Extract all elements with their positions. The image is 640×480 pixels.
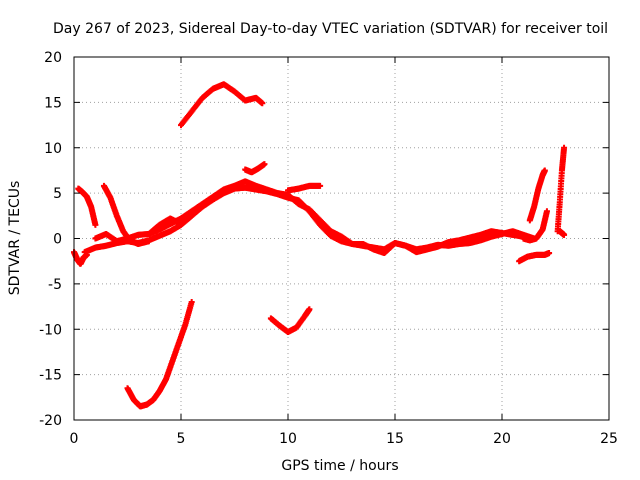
x-tick-label: 5 <box>177 431 186 447</box>
series-arc-15 <box>554 144 568 235</box>
data-point <box>561 144 568 151</box>
data-point <box>188 299 195 306</box>
y-tick-label: 0 <box>53 232 62 248</box>
x-axis-label: GPS time / hours <box>281 458 398 474</box>
series-arc-11 <box>267 306 313 335</box>
data-point <box>178 220 184 227</box>
series-arc-14 <box>526 167 548 224</box>
data-point <box>261 161 268 168</box>
chart-title: Day 267 of 2023, Sidereal Day-to-day VTE… <box>53 21 608 37</box>
series-arc-7 <box>242 161 268 176</box>
data-point <box>145 238 152 245</box>
y-tick-label: -15 <box>39 368 62 384</box>
y-tick-label: 20 <box>44 50 62 66</box>
x-tick-label: 25 <box>600 431 618 447</box>
series-arc-10 <box>124 299 195 410</box>
y-tick-label: 15 <box>44 95 62 111</box>
data-point <box>546 250 553 257</box>
series-arc-12 <box>516 250 553 265</box>
series-arc-2 <box>75 185 99 228</box>
y-tick-label: -20 <box>39 413 62 429</box>
data-points <box>71 81 568 410</box>
data-point <box>92 221 99 228</box>
y-tick-label: -10 <box>39 322 62 338</box>
y-tick-label: 5 <box>53 186 62 202</box>
data-point <box>543 208 550 215</box>
y-axis-label: SDTVAR / TECUs <box>7 181 23 296</box>
grid <box>74 57 609 420</box>
series-arc-4 <box>92 178 538 257</box>
data-point <box>541 167 548 174</box>
axis-ticks: 0 5 10 15 20 25 -20 -15 -10 -5 0 5 10 15 20 <box>39 50 618 447</box>
series-arc-8 <box>285 182 324 194</box>
series-arc-9 <box>178 81 266 129</box>
series-arc-6 <box>145 215 184 237</box>
y-tick-label: 10 <box>44 141 62 157</box>
x-tick-label: 0 <box>70 431 79 447</box>
y-tick-label: -5 <box>48 277 62 293</box>
data-point <box>317 182 324 189</box>
data-point <box>561 231 568 238</box>
data-point <box>306 306 313 313</box>
x-tick-label: 10 <box>279 431 297 447</box>
series-arc-16 <box>556 228 568 238</box>
series-arc-5 <box>100 182 152 247</box>
x-tick-label: 20 <box>493 431 511 447</box>
series-arc-13 <box>520 208 550 244</box>
x-tick-label: 15 <box>386 431 404 447</box>
data-point <box>259 100 266 107</box>
